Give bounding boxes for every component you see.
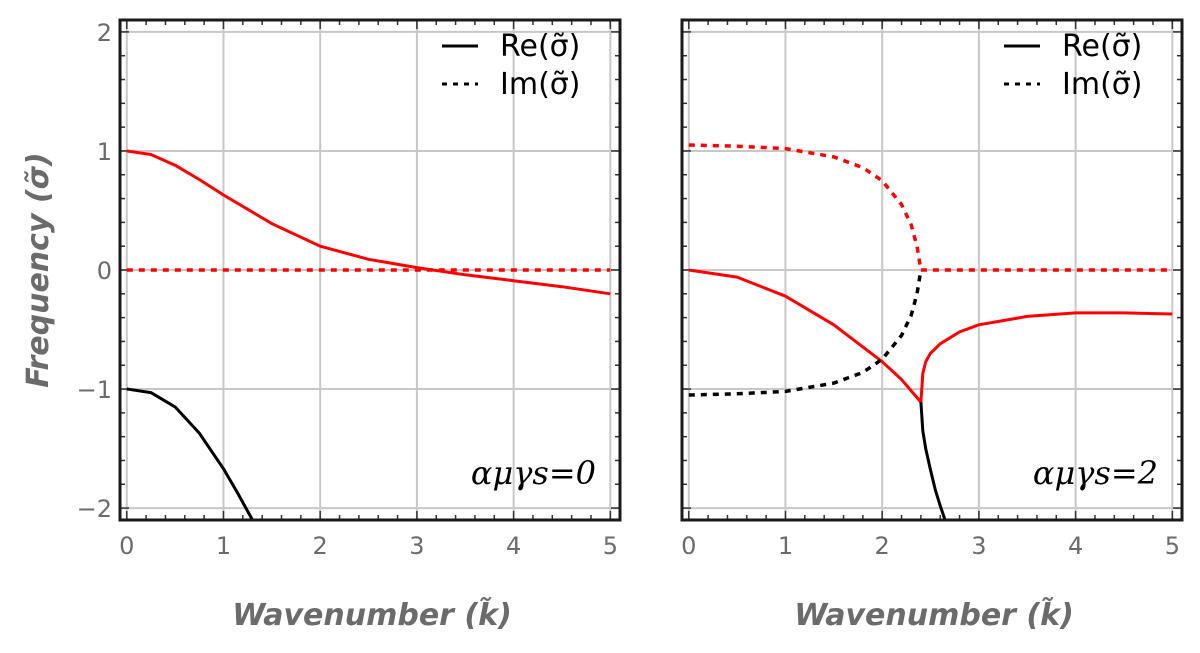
x-tick-label: 4 — [506, 532, 521, 560]
panel-right: 0 1 2 3 4 5 Re(σ̃)Im(σ̃) αμγs=2 — [680, 18, 1184, 560]
x-tick-label: 5 — [1165, 532, 1180, 560]
x-tick-label: 1 — [778, 532, 793, 560]
x-tick-label: 4 — [1068, 532, 1083, 560]
series-line-red-re — [688, 268, 923, 404]
series-group — [126, 149, 611, 520]
y-tick-label: 2 — [97, 19, 112, 47]
x-tick-label: 3 — [409, 532, 424, 560]
series-line-red-re — [919, 311, 1173, 403]
plot-frame — [680, 18, 1184, 522]
y-tick-label: −2 — [77, 495, 112, 523]
panel-left: 0 1 2 3 4 5 −2 −1 0 1 2 Re(σ̃)Im(σ̃) αμγs=0 — [77, 18, 622, 560]
x-axis-title-left: Wavenumber (k̃) — [232, 598, 512, 633]
legend-label: Im(σ̃) — [1062, 67, 1143, 102]
y-tick-label: −1 — [77, 376, 112, 404]
legend-label: Im(σ̃) — [500, 67, 581, 102]
x-tick-label: 5 — [603, 532, 618, 560]
legend-label: Re(σ̃) — [500, 29, 580, 64]
x-tick-label: 0 — [119, 532, 134, 560]
plot-frame — [118, 18, 622, 522]
panel-annotation: αμγs=2 — [1033, 454, 1158, 492]
x-tick-label: 0 — [681, 532, 696, 560]
series-line-black-re — [919, 402, 947, 520]
legend-label: Re(σ̃) — [1062, 29, 1142, 64]
x-tick-label: 3 — [971, 532, 986, 560]
series-line-black-re — [126, 387, 254, 520]
x-tick-label: 2 — [875, 532, 890, 560]
x-tick-label: 1 — [216, 532, 231, 560]
series-line-black-im — [688, 269, 923, 397]
x-tick-label: 2 — [313, 532, 328, 560]
x-axis-title-right: Wavenumber (k̃) — [794, 598, 1074, 633]
series-line-red-re — [126, 149, 611, 296]
y-axis-title: Frequency (σ̃) — [21, 152, 56, 387]
panel-annotation: αμγs=0 — [471, 454, 596, 492]
y-tick-label: 1 — [97, 138, 112, 166]
y-tick-label: 0 — [97, 257, 112, 285]
series-group — [688, 143, 1173, 520]
series-line-red-im — [688, 143, 923, 271]
